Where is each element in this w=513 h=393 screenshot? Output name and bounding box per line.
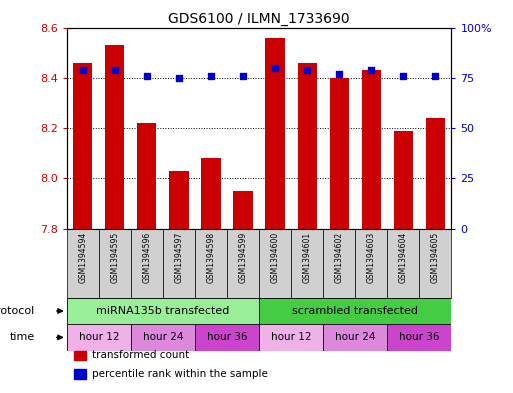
Bar <box>426 118 445 229</box>
Bar <box>227 229 259 298</box>
Text: hour 12: hour 12 <box>78 332 119 342</box>
Bar <box>323 324 387 351</box>
Bar <box>265 38 285 229</box>
Text: GSM1394599: GSM1394599 <box>239 232 248 283</box>
Bar <box>387 324 451 351</box>
Bar <box>259 324 323 351</box>
Bar <box>233 191 252 229</box>
Bar <box>195 324 259 351</box>
Bar <box>74 369 86 379</box>
Bar <box>195 229 227 298</box>
Point <box>175 75 183 81</box>
Point <box>143 73 151 79</box>
Point <box>335 71 343 77</box>
Bar <box>67 229 98 298</box>
Text: hour 12: hour 12 <box>271 332 311 342</box>
Bar <box>105 45 124 229</box>
Bar <box>387 229 420 298</box>
Text: GSM1394604: GSM1394604 <box>399 232 408 283</box>
Text: percentile rank within the sample: percentile rank within the sample <box>92 369 268 379</box>
Bar <box>201 158 221 229</box>
Bar <box>131 229 163 298</box>
Bar <box>323 229 355 298</box>
Bar <box>163 229 195 298</box>
Text: GSM1394594: GSM1394594 <box>78 232 87 283</box>
Bar <box>169 171 189 229</box>
Text: GSM1394597: GSM1394597 <box>174 232 184 283</box>
Text: time: time <box>9 332 34 342</box>
Point <box>367 66 376 73</box>
Bar <box>74 351 86 360</box>
Bar <box>67 298 259 324</box>
Text: GSM1394600: GSM1394600 <box>270 232 280 283</box>
Text: GSM1394598: GSM1394598 <box>206 232 215 283</box>
Text: GSM1394602: GSM1394602 <box>334 232 344 283</box>
Text: GSM1394596: GSM1394596 <box>142 232 151 283</box>
Bar <box>420 229 451 298</box>
Text: GSM1394605: GSM1394605 <box>431 232 440 283</box>
Bar <box>291 229 323 298</box>
Bar <box>393 130 413 229</box>
Bar <box>298 63 317 229</box>
Text: transformed count: transformed count <box>92 351 189 360</box>
Bar <box>137 123 156 229</box>
Text: GSM1394595: GSM1394595 <box>110 232 120 283</box>
Bar <box>98 229 131 298</box>
Point <box>78 66 87 73</box>
Text: protocol: protocol <box>0 306 34 316</box>
Text: hour 36: hour 36 <box>399 332 440 342</box>
Text: miRNA135b transfected: miRNA135b transfected <box>96 306 229 316</box>
Point <box>303 66 311 73</box>
Bar <box>259 229 291 298</box>
Text: hour 24: hour 24 <box>335 332 376 342</box>
Point <box>207 73 215 79</box>
Point <box>431 73 440 79</box>
Bar <box>67 324 131 351</box>
Text: hour 36: hour 36 <box>207 332 247 342</box>
Text: GSM1394601: GSM1394601 <box>303 232 312 283</box>
Text: scrambled transfected: scrambled transfected <box>292 306 418 316</box>
Text: hour 24: hour 24 <box>143 332 183 342</box>
Point <box>111 66 119 73</box>
Bar <box>329 78 349 229</box>
Bar <box>131 324 195 351</box>
Bar <box>362 70 381 229</box>
Title: GDS6100 / ILMN_1733690: GDS6100 / ILMN_1733690 <box>168 13 350 26</box>
Point <box>399 73 407 79</box>
Bar <box>259 298 451 324</box>
Point <box>239 73 247 79</box>
Point <box>271 64 279 71</box>
Text: GSM1394603: GSM1394603 <box>367 232 376 283</box>
Bar <box>73 63 92 229</box>
Bar <box>355 229 387 298</box>
